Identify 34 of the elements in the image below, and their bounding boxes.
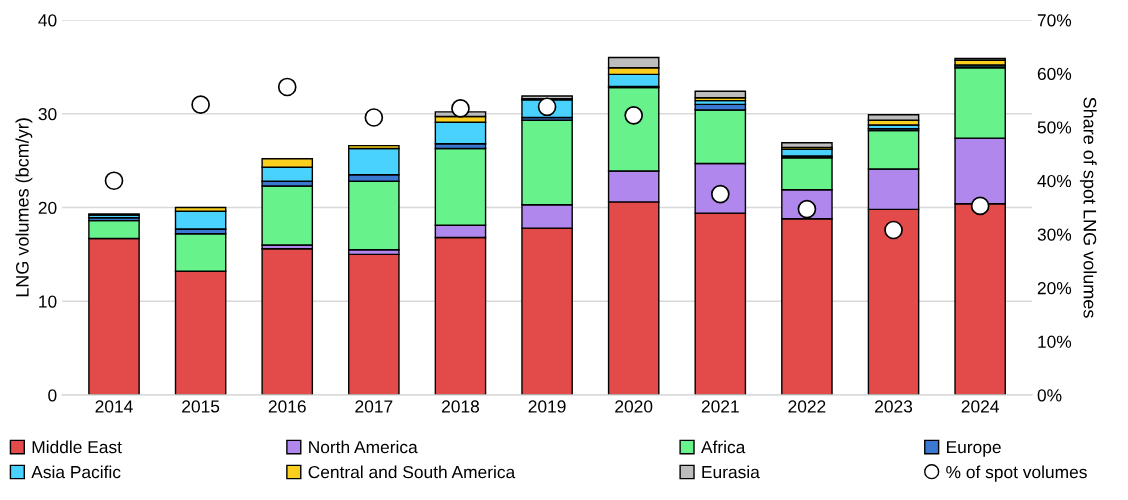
x-tick-label: 2015	[182, 400, 220, 413]
legend-label: Middle East	[32, 440, 122, 454]
legend-label: Eurasia	[702, 465, 760, 479]
legend-label: Africa	[700, 440, 746, 454]
x-tick-label: 2018	[442, 400, 480, 413]
y2-axis-title: Share of spot LNG volumes	[1079, 97, 1097, 318]
x-tick-label: 2020	[615, 400, 653, 413]
y-tick-label: 40	[38, 14, 57, 27]
y2-tick-label: 0%	[1037, 389, 1062, 402]
x-tick-label: 2024	[961, 400, 999, 413]
x-tick-label: 2014	[95, 400, 133, 413]
y2-tick-label: 10%	[1038, 335, 1072, 348]
x-tick-label: 2017	[355, 400, 393, 413]
x-tick-label: 2016	[268, 400, 306, 413]
x-tick-label: 2019	[528, 400, 566, 413]
legend-label: North America	[309, 440, 418, 454]
x-tick-label: 2023	[875, 400, 913, 413]
y-tick-label: 20	[38, 201, 57, 214]
legend-label: Asia Pacific	[31, 465, 121, 479]
y2-tick-label: 30%	[1037, 228, 1072, 241]
y-tick-label: 10	[39, 295, 57, 308]
y-axis-title: LNG volumes (bcm/yr)	[15, 118, 33, 297]
legend-label: % of spot volumes	[946, 465, 1087, 482]
y-tick-label: 0	[48, 389, 57, 402]
x-tick-label: 2022	[788, 400, 826, 413]
y2-tick-label: 20%	[1037, 282, 1072, 295]
y2-tick-label: 50%	[1037, 121, 1072, 134]
y2-tick-label: 60%	[1037, 67, 1072, 81]
legend-label: Central and South America	[308, 465, 516, 479]
legend-label: Europe	[947, 441, 1001, 457]
y2-tick-label: 70%	[1037, 14, 1072, 27]
y-tick-label: 30	[38, 107, 57, 121]
x-tick-label: 2021	[701, 400, 739, 413]
y2-tick-label: 40%	[1037, 174, 1072, 188]
